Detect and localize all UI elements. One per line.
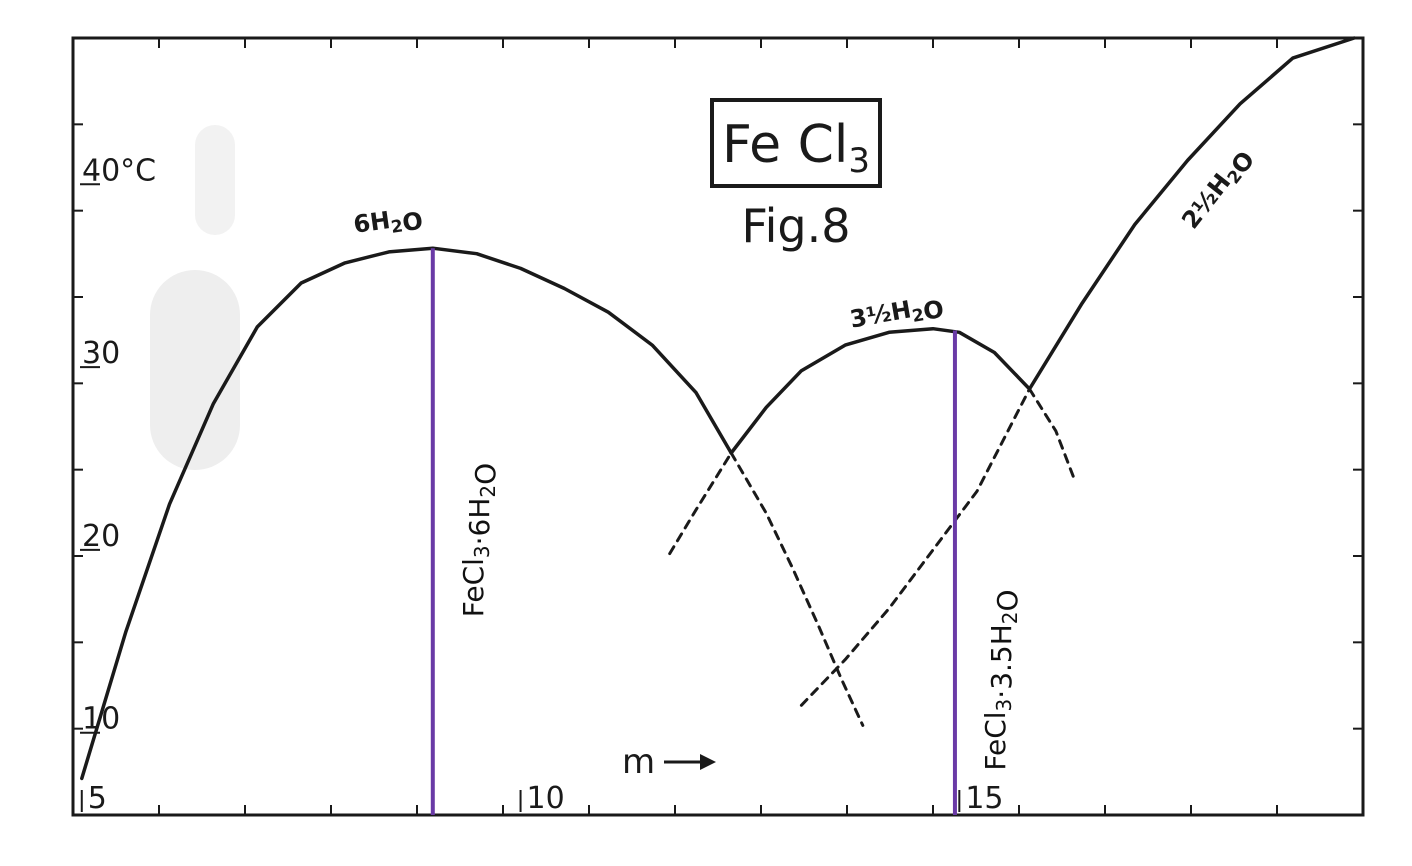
scan-smudge-top [195,125,235,235]
chart-title: Fe Cl3 [710,98,882,188]
x-tick-label: 5 [88,781,107,816]
series-3-dashed-curve [668,451,733,556]
annotation-label: FeCl3·3.5H2O [979,589,1024,770]
series-4-dashed-curve [1028,387,1075,479]
scan-smudge [150,270,240,470]
chart-subtitle: Fig.8 [742,199,851,253]
x-tick-label: 15 [965,781,1003,816]
series-2-solid-curve [729,326,1032,455]
plot-frame [71,36,1365,817]
title-text: Fe Cl3 [722,115,870,181]
y-tick-label: 20 [82,519,120,554]
series-5-solid-curve [1027,36,1356,391]
series-6-dashed-curve [799,387,1031,707]
y-tick-label: 40°C [82,153,156,188]
annotation-label: FeCl3·6H2O [457,463,502,617]
x-axis-arrow-head [700,754,716,770]
x-axis-label: m [622,742,716,782]
x-axis-label-text: m [622,742,655,782]
title-box [710,98,882,188]
y-tick-label: 30 [82,336,120,371]
curves-layer [80,36,1356,781]
curve-label: 6H2O [352,202,425,244]
tick-marks [73,38,1363,815]
x-tick-label: 10 [527,781,565,816]
curve-label: 3½H2O [848,290,946,339]
y-tick-label: 10 [82,702,120,737]
series-0-solid-curve [80,246,733,781]
series-1-dashed-curve [729,451,865,727]
annotation-layer: FeCl3·6H2O FeCl3·3.5H2O [430,248,1024,815]
